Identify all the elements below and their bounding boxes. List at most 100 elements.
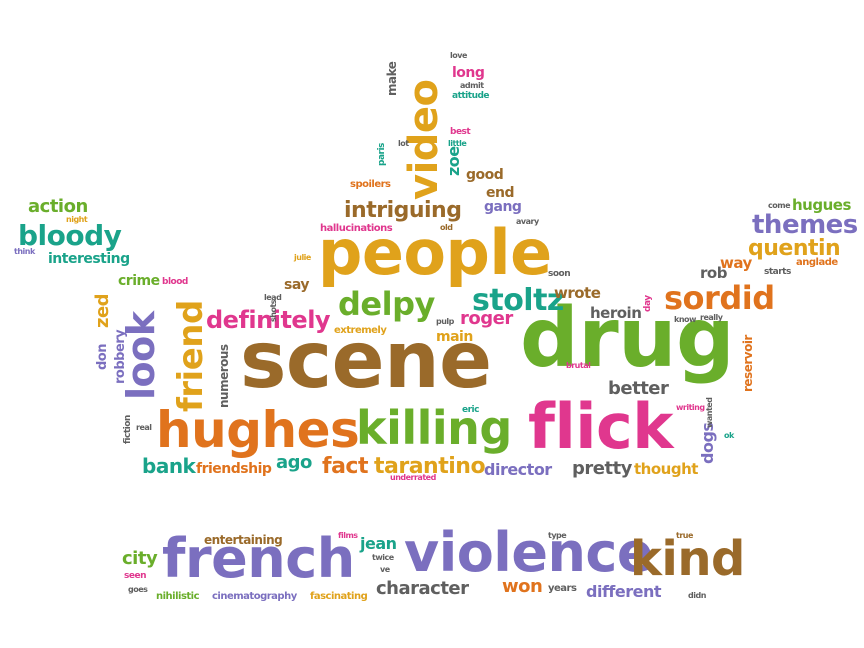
word-years: years (548, 583, 577, 594)
word-bank: bank (142, 454, 196, 478)
word-interesting: interesting (48, 251, 130, 267)
word-stoltz: stoltz (472, 283, 564, 318)
word-goes: goes (128, 585, 148, 594)
word-avary: avary (516, 217, 539, 226)
word-sordid: sordid (664, 279, 775, 317)
word-little: little (448, 139, 467, 148)
word-true: true (676, 531, 693, 540)
word-really: really (700, 313, 723, 322)
word-fascinating: fascinating (310, 591, 368, 602)
word-gang: gang (484, 199, 522, 215)
word-seen: seen (124, 571, 146, 581)
word-city: city (122, 548, 158, 569)
word-come: come (768, 201, 791, 210)
word-love: love (450, 51, 467, 60)
word-intriguing: intriguing (344, 198, 462, 223)
word-director: director (484, 460, 552, 479)
word-writing: writing (676, 403, 705, 412)
word-people: people (318, 216, 552, 289)
word-ok: ok (724, 431, 734, 440)
word-twice: twice (372, 553, 394, 562)
word-pulp: pulp (436, 317, 454, 326)
word-shots: shots (269, 299, 278, 322)
word-bloody: bloody (18, 219, 122, 252)
word-night: night (66, 215, 88, 224)
word-good: good (466, 167, 504, 183)
word-crime: crime (118, 273, 160, 289)
word-didn: didn (688, 591, 706, 600)
word-better: better (608, 378, 669, 399)
word-way: way (720, 254, 752, 272)
word-day: day (643, 295, 653, 312)
word-hughes: hughes (156, 401, 360, 459)
word-admit: admit (460, 81, 484, 90)
word-jean: jean (360, 534, 397, 553)
word-robbery: robbery (113, 329, 128, 384)
word-old: old (440, 223, 453, 232)
word-french: french (162, 527, 355, 590)
word-entertaining: entertaining (204, 533, 283, 547)
word-dogs: dogs (698, 422, 717, 464)
word-won: won (502, 576, 543, 597)
word-films: films (338, 531, 358, 540)
word-end: end (486, 185, 514, 201)
word-heroin: heroin (590, 304, 642, 322)
word-ago: ago (276, 452, 312, 473)
word-main: main (436, 329, 473, 345)
word-don: don (95, 344, 110, 370)
word-fiction: fiction (123, 415, 133, 444)
word-underrated: underrated (390, 473, 436, 482)
word-spoilers: spoilers (350, 179, 391, 190)
word-numerous: numerous (217, 344, 231, 408)
word-real: real (136, 423, 152, 432)
word-say: say (284, 277, 309, 293)
word-cinematography: cinematography (212, 591, 297, 602)
word-think: think (14, 247, 35, 256)
word-wrote: wrote (554, 284, 601, 302)
word-drug: drug (520, 291, 735, 386)
word-pretty: pretty (572, 458, 632, 479)
word-paris: paris (377, 143, 387, 166)
word-extremely: extremely (334, 325, 387, 336)
word-lot: lot (398, 139, 409, 148)
word-lead: lead (264, 293, 282, 302)
word-type: type (548, 531, 567, 540)
word-definitely: definitely (206, 306, 331, 334)
word-tarantino: tarantino (374, 454, 486, 479)
word-eric: eric (462, 405, 479, 415)
word-starts: starts (764, 267, 791, 277)
word-delpy: delpy (338, 285, 435, 323)
word-know: know (674, 315, 696, 324)
word-violence: violence (404, 521, 654, 584)
word-attitude: attitude (452, 91, 490, 101)
word-zed: zed (92, 293, 113, 328)
word-hallucinations: hallucinations (320, 223, 393, 234)
word-best: best (450, 127, 471, 137)
word-roger: roger (460, 308, 513, 329)
word-zoe: zoe (444, 146, 463, 176)
word-character: character (376, 578, 469, 599)
word-killing: killing (356, 401, 512, 455)
word-different: different (586, 582, 662, 601)
word-wanted: wanted (705, 397, 714, 428)
word-blood: blood (162, 277, 188, 287)
word-kind: kind (630, 531, 745, 587)
word-scene: scene (240, 316, 492, 406)
word-brutal: brutal (566, 361, 591, 370)
word-thought: thought (634, 460, 698, 478)
word-soon: soon (548, 269, 571, 279)
word-ve: ve (380, 565, 390, 574)
word-make: make (385, 61, 399, 96)
word-flick: flick (528, 390, 673, 463)
word-hugues: hugues (792, 196, 851, 214)
word-long: long (452, 65, 485, 81)
word-anglade: anglade (796, 257, 838, 268)
word-quentin: quentin (748, 236, 841, 261)
word-fact: fact (322, 454, 368, 479)
word-nihilistic: nihilistic (156, 591, 200, 602)
word-action: action (28, 196, 88, 217)
word-rob: rob (700, 264, 727, 282)
word-friendship: friendship (196, 461, 272, 477)
word-themes: themes (752, 210, 858, 240)
